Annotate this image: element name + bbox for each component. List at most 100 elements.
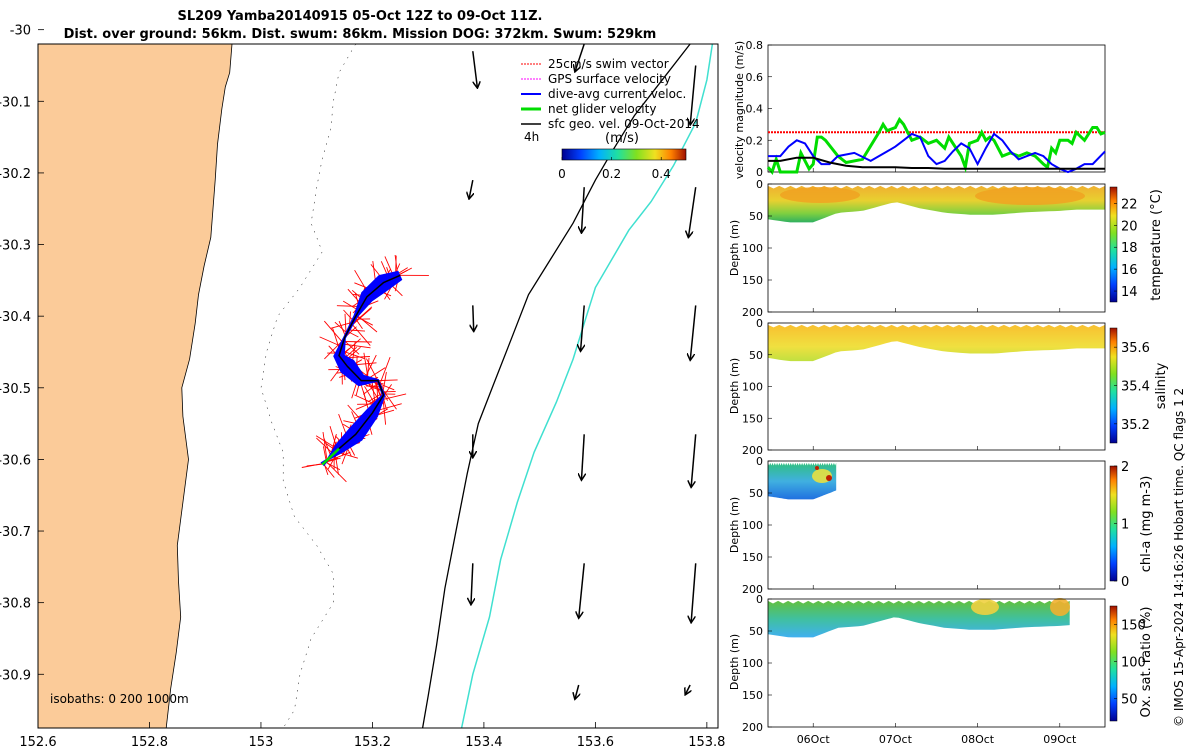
map-y-axis: -30 -30.1 -30.2 -30.3 -30.4 -30.5 -30.6 -30.7 -3… [0, 24, 44, 683]
chla-panel: 0 50 100 150 200 Depth (m) 0 1 2 chl-a (mg m-3… [728, 455, 1154, 596]
map-ytick-label: -30.7 [0, 525, 31, 540]
time-tick-label: 07Oct [879, 733, 913, 746]
depth-ytick-label: 50 [749, 487, 763, 500]
colorbar-tick-label: 16 [1121, 263, 1138, 278]
title-line-1: SL209 Yamba20140915 05-Oct 12Z to 09-Oct… [177, 9, 543, 24]
temperature-clabel: temperature (°C) [1149, 189, 1164, 301]
geo-vector-arrow [469, 179, 473, 198]
depth-ytick-label: 0 [756, 455, 763, 468]
geo-vector-arrow [473, 305, 474, 330]
depth-ytick-label: 150 [742, 274, 763, 287]
colorbar-tick-label: 18 [1121, 241, 1138, 256]
salinity-field [768, 324, 1105, 362]
colorbar-tick-label: 1 [1121, 518, 1129, 533]
swim-vector [322, 446, 327, 461]
legend-entry-swim: 25cm/s swim vector [548, 57, 669, 71]
geo-vector-arrow [575, 43, 585, 71]
swim-vector [382, 390, 396, 393]
time-axis: 06Oct 07Oct 08Oct 09Oct [797, 168, 1077, 746]
oxygen-y-axis: 0 50 100 150 200 [742, 593, 772, 734]
oxygen-clabel: Ox. sat. ratio (%) [1139, 607, 1154, 718]
map-ytick-label: -30.8 [0, 597, 31, 612]
swim-vector [342, 343, 371, 349]
depth-ytick-label: 200 [742, 306, 763, 319]
legend-entry-net: net glider velocity [548, 102, 656, 116]
temperature-warm-patch-1 [780, 187, 860, 203]
oxygen-ylabel: Depth (m) [728, 634, 741, 690]
geo-vector-arrow [471, 563, 473, 604]
map-ytick-label: -30.1 [0, 95, 31, 110]
swim-vector [330, 321, 353, 329]
map-ytick-label: -30.5 [0, 382, 31, 397]
oxygen-colorbar [1109, 605, 1118, 722]
shore-isobath-0 [260, 43, 356, 729]
oxygen-high-patch-2 [1050, 598, 1070, 616]
swim-vector [344, 313, 347, 335]
swim-vector [324, 461, 341, 471]
depth-ytick-label: 200 [742, 583, 763, 596]
oxygen-panel: 0 50 100 150 200 Depth (m) 50 100 150 Ox. sat.… [728, 593, 1154, 734]
colorbar-tick-label: 2 [1121, 460, 1129, 475]
salinity-panel: 0 50 100 150 200 Depth (m) 35.2 35.4 35.6 sali… [728, 317, 1169, 457]
map-colorbar-tick-label: 0.2 [602, 167, 621, 181]
depth-ytick-label: 200 [742, 721, 763, 734]
swim-vector [334, 321, 348, 334]
time-tick-label: 08Oct [961, 733, 995, 746]
swim-vector [338, 320, 346, 337]
geo-vector-arrow [689, 187, 697, 237]
time-tick-label: 06Oct [797, 733, 831, 746]
velocity-ytick-label: 0.6 [746, 71, 764, 84]
geo-vector-arrow [582, 187, 585, 232]
map-x-axis: 152.6 152.8 153 153.2 153.4 153.6 153.8 [19, 722, 725, 750]
swim-vector [323, 438, 332, 457]
salinity-y-axis: 0 50 100 150 200 [742, 317, 772, 457]
swim-vector [322, 463, 335, 478]
swim-vector [379, 356, 391, 385]
colorbar-tick-label: 20 [1121, 219, 1138, 234]
glider-track [321, 274, 401, 465]
map-legend: 25cm/s swim vector GPS surface velocity … [521, 57, 700, 181]
swim-vector [380, 393, 407, 401]
chla-peak-1 [826, 475, 832, 481]
depth-ytick-label: 0 [756, 317, 763, 330]
colorbar-tick-label: 35.4 [1121, 380, 1150, 395]
swim-vector [367, 392, 384, 403]
depth-ytick-label: 200 [742, 444, 763, 457]
net-glider-velocity-trace [321, 447, 340, 466]
depth-ytick-label: 50 [749, 349, 763, 362]
velocity-frame [767, 44, 1106, 173]
geo-vector-arrow [472, 51, 478, 87]
geo-vector-arrow [690, 65, 697, 125]
depth-ytick-label: 100 [742, 242, 763, 255]
depth-ytick-label: 100 [742, 381, 763, 394]
depth-ytick-label: 100 [742, 519, 763, 532]
velocity-line [768, 156, 1105, 170]
time-interval-label: 4h [524, 130, 539, 144]
swim-vector [322, 432, 328, 461]
geo-vector-arrow [691, 434, 697, 486]
oxygen-colorbar-ticks: 50 100 150 [1114, 619, 1146, 708]
salinity-colorbar-ticks: 35.2 35.4 35.6 [1114, 341, 1150, 433]
map-ytick-label: -30.6 [0, 453, 31, 468]
salinity-ylabel: Depth (m) [728, 358, 741, 414]
geo-vector-arrow [579, 563, 585, 617]
temperature-colorbar [1109, 186, 1118, 303]
swim-vector [362, 383, 383, 392]
map-xtick-label: 153.8 [688, 735, 725, 750]
map-colorbar-label: (m/s) [605, 131, 639, 146]
map-panel: 152.6 152.8 153 153.2 153.4 153.6 153.8 -30-30… [0, 24, 725, 750]
colorbar-tick-label: 35.6 [1121, 341, 1150, 356]
legend-entry-geo: sfc geo. vel. 09-Oct-2014 [548, 117, 700, 131]
colorbar-tick-label: 35.2 [1121, 418, 1150, 433]
swim-vector [343, 309, 354, 322]
swim-vector [379, 383, 395, 391]
swim-vector [324, 451, 351, 463]
colorbar-tick-label: 50 [1121, 693, 1138, 708]
legend-entry-dive: dive-avg current veloc. [548, 87, 686, 101]
geo-vector-arrow [581, 305, 585, 350]
temperature-panel: 0 50 100 150 200 Depth (m) 14 16 18 20 22 temper… [728, 178, 1164, 319]
land-area [37, 43, 233, 729]
velocity-line [768, 132, 1106, 174]
map-frame [37, 43, 719, 729]
